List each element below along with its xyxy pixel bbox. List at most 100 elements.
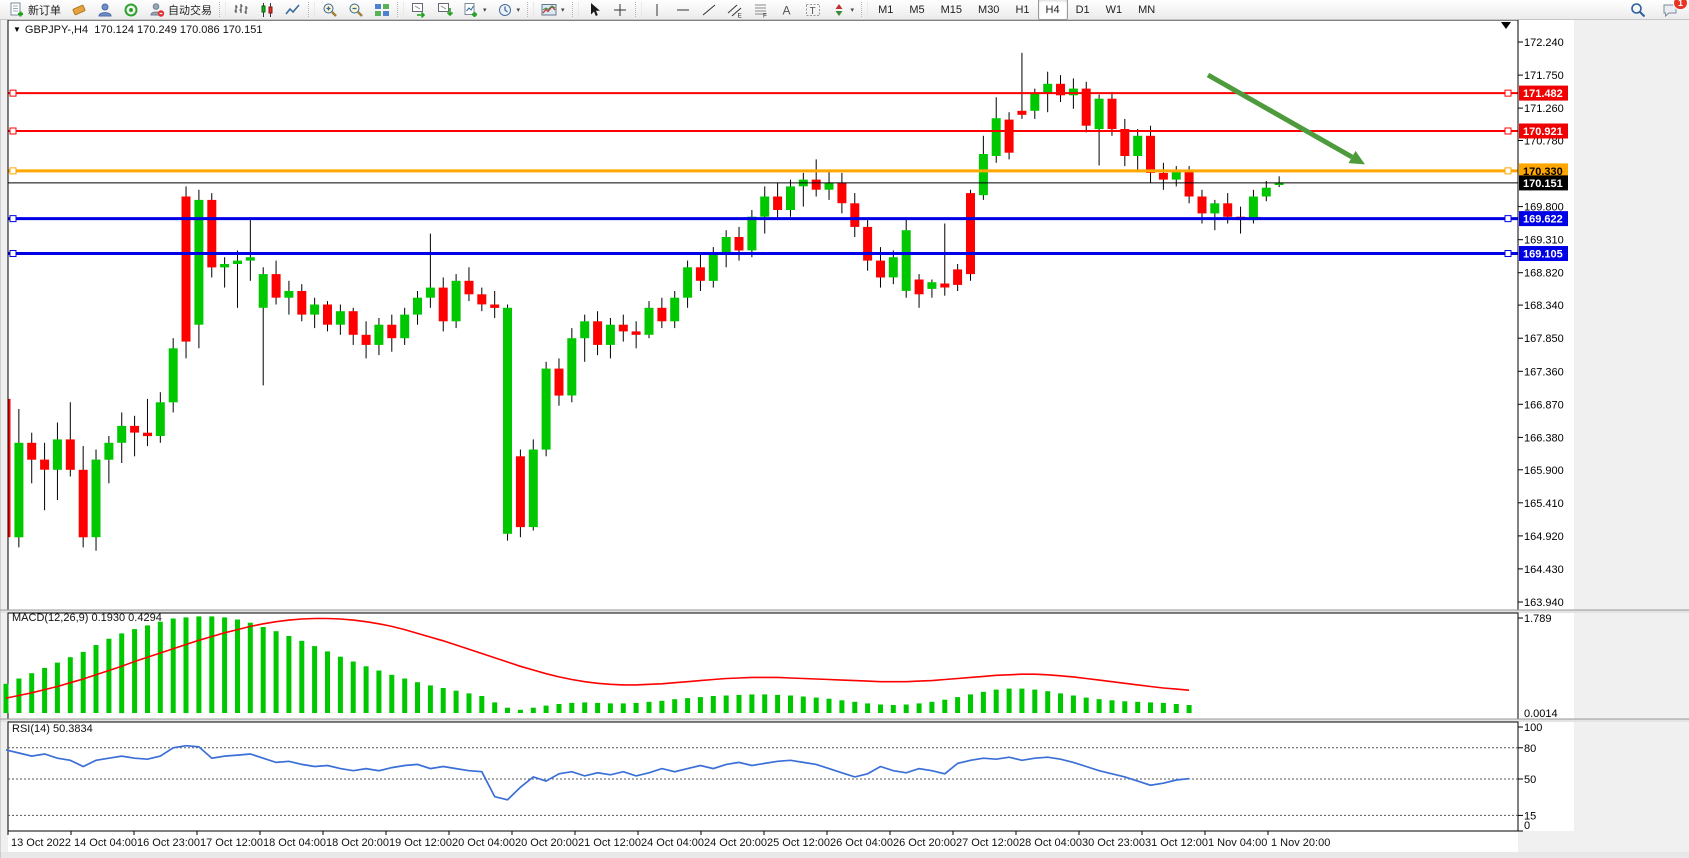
svg-text:F: F: [763, 12, 767, 18]
price-badge: 170.921: [1519, 123, 1568, 139]
timeframe-m1-button[interactable]: M1: [878, 3, 894, 16]
svg-text:170.921: 170.921: [1523, 126, 1563, 138]
svg-text:E: E: [737, 12, 742, 18]
svg-text:167.360: 167.360: [1524, 366, 1564, 378]
line-chart-button[interactable]: [280, 0, 306, 20]
chart-symbol-label[interactable]: ▼ GBPJPY-,H4 170.124 170.249 170.086 170.…: [13, 24, 262, 36]
cascade-windows-button[interactable]: [432, 0, 458, 20]
svg-text:24 Oct 04:00: 24 Oct 04:00: [641, 837, 704, 849]
chart-shift-marker[interactable]: [1501, 22, 1511, 29]
svg-text:167.850: 167.850: [1524, 333, 1564, 345]
svg-text:16 Oct 23:00: 16 Oct 23:00: [137, 837, 200, 849]
svg-text:14 Oct 04:00: 14 Oct 04:00: [74, 837, 137, 849]
new-chart-button[interactable]: ▾: [458, 0, 492, 20]
trend-arrow[interactable]: [1206, 72, 1365, 165]
period-presets-button[interactable]: ▾: [492, 0, 526, 20]
chevron-down-icon: ▾: [483, 6, 487, 14]
svg-text:1 Nov 04:00: 1 Nov 04:00: [1208, 837, 1267, 849]
equidistant-channel-button[interactable]: E: [722, 0, 748, 20]
fibonacci-button[interactable]: F: [748, 0, 774, 20]
collapse-triangle-icon[interactable]: ▼: [13, 25, 21, 34]
timeframe-h1-button[interactable]: H1: [1015, 3, 1030, 16]
time-axis[interactable]: 13 Oct 2022 14 Oct 04:00 16 Oct 23:00 17 Oc…: [7, 831, 1330, 849]
svg-text:165.900: 165.900: [1524, 465, 1564, 477]
highlighter-button[interactable]: [66, 0, 92, 20]
svg-text:20 Oct 04:00: 20 Oct 04:00: [452, 837, 515, 849]
svg-text:A: A: [782, 3, 790, 17]
new-chart-icon: [463, 2, 479, 18]
tile-windows-button[interactable]: [369, 0, 395, 20]
tile-windows-icon: [374, 2, 390, 18]
line-chart-icon: [285, 2, 301, 18]
price-badge: 169.622: [1519, 211, 1568, 227]
rsi-line: [5, 744, 1190, 801]
symbol-text: GBPJPY-,H4: [24, 24, 89, 36]
svg-text:1.789: 1.789: [1524, 613, 1552, 625]
svg-text:100: 100: [1524, 722, 1542, 734]
clock-icon: [497, 2, 513, 18]
macd-indicator-label: MACD(12,26,9) 0.1930 0.4294: [12, 612, 162, 624]
timeframe-m15-button[interactable]: M15: [940, 3, 963, 16]
horizontal-line-button[interactable]: [670, 0, 696, 20]
arrows-button[interactable]: ▾: [826, 0, 860, 20]
crosshair-button[interactable]: [607, 0, 633, 20]
macd-signal-line: [5, 617, 1190, 699]
toolbar-separator: [634, 2, 642, 17]
arrange-vertical-icon: [437, 2, 453, 18]
text-icon: A: [779, 2, 795, 18]
cursor-icon: [586, 2, 602, 18]
chart-template-icon: [541, 2, 557, 18]
price-badge: 170.330: [1519, 163, 1568, 179]
autotrading-button[interactable]: 自动交易: [144, 0, 217, 20]
text-button[interactable]: A: [774, 0, 800, 20]
cursor-button[interactable]: [581, 0, 607, 20]
autotrade-icon: [149, 2, 165, 18]
candlestick-chart-button[interactable]: [254, 0, 280, 20]
timeframe-d1-button[interactable]: D1: [1075, 3, 1090, 16]
bar-chart-icon: [233, 2, 249, 18]
timeframe-m30-button[interactable]: M30: [978, 3, 1000, 16]
profile-button[interactable]: [92, 0, 118, 20]
vline-icon: [649, 2, 665, 18]
price-badge: 169.105: [1519, 246, 1568, 261]
svg-text:171.260: 171.260: [1524, 103, 1564, 115]
svg-text:165.410: 165.410: [1524, 498, 1564, 510]
svg-text:26 Oct 20:00: 26 Oct 20:00: [893, 837, 956, 849]
timeframe-m5-button[interactable]: M5: [909, 3, 925, 16]
toolbar-separator: [219, 2, 226, 17]
toolbar: 新订单 自动交易 ▾ ▾ ▾ E F A T ▾ M1 M5 M15 M30 H1 H4 D1 W1 MN 1: [0, 0, 1689, 20]
text-label-button[interactable]: T: [800, 0, 826, 20]
zoom-in-button[interactable]: [317, 0, 343, 20]
hline-icon: [675, 2, 691, 18]
candles-layer: [8, 52, 1284, 551]
zoom-out-button[interactable]: [343, 0, 369, 20]
signals-button[interactable]: [118, 0, 144, 20]
svg-text:18 Oct 20:00: 18 Oct 20:00: [326, 837, 389, 849]
channel-icon: E: [727, 2, 743, 18]
timeframe-w1-button[interactable]: W1: [1105, 3, 1123, 16]
svg-text:170.151: 170.151: [1523, 178, 1563, 190]
svg-text:0: 0: [1524, 820, 1530, 832]
svg-text:30 Oct 23:00: 30 Oct 23:00: [1082, 837, 1145, 849]
svg-text:1 Nov 20:00: 1 Nov 20:00: [1271, 837, 1330, 849]
trendline-button[interactable]: [696, 0, 722, 20]
ohlc-text: 170.124 170.249 170.086 170.151: [94, 24, 263, 36]
auto-arrange-button[interactable]: [406, 0, 432, 20]
svg-text:21 Oct 12:00: 21 Oct 12:00: [578, 837, 641, 849]
bar-chart-button[interactable]: [228, 0, 254, 20]
vertical-line-button[interactable]: [644, 0, 670, 20]
rsi-indicator-label: RSI(14) 50.3834: [12, 723, 93, 735]
new-order-button[interactable]: 新订单: [4, 0, 66, 20]
svg-text:50: 50: [1524, 774, 1536, 786]
timeframe-h4-button[interactable]: H4: [1037, 0, 1068, 20]
timeframe-mn-button[interactable]: MN: [1138, 3, 1156, 16]
chevron-down-icon: ▾: [516, 6, 521, 14]
svg-text:163.940: 163.940: [1524, 597, 1564, 609]
price-badge: 171.482: [1519, 85, 1568, 101]
search-button[interactable]: [1625, 0, 1651, 20]
macd-histogram: [3, 616, 1192, 714]
svg-text:171.750: 171.750: [1524, 70, 1564, 82]
chart-template-button[interactable]: ▾: [536, 0, 570, 20]
chat-button[interactable]: 1: [1657, 0, 1688, 20]
